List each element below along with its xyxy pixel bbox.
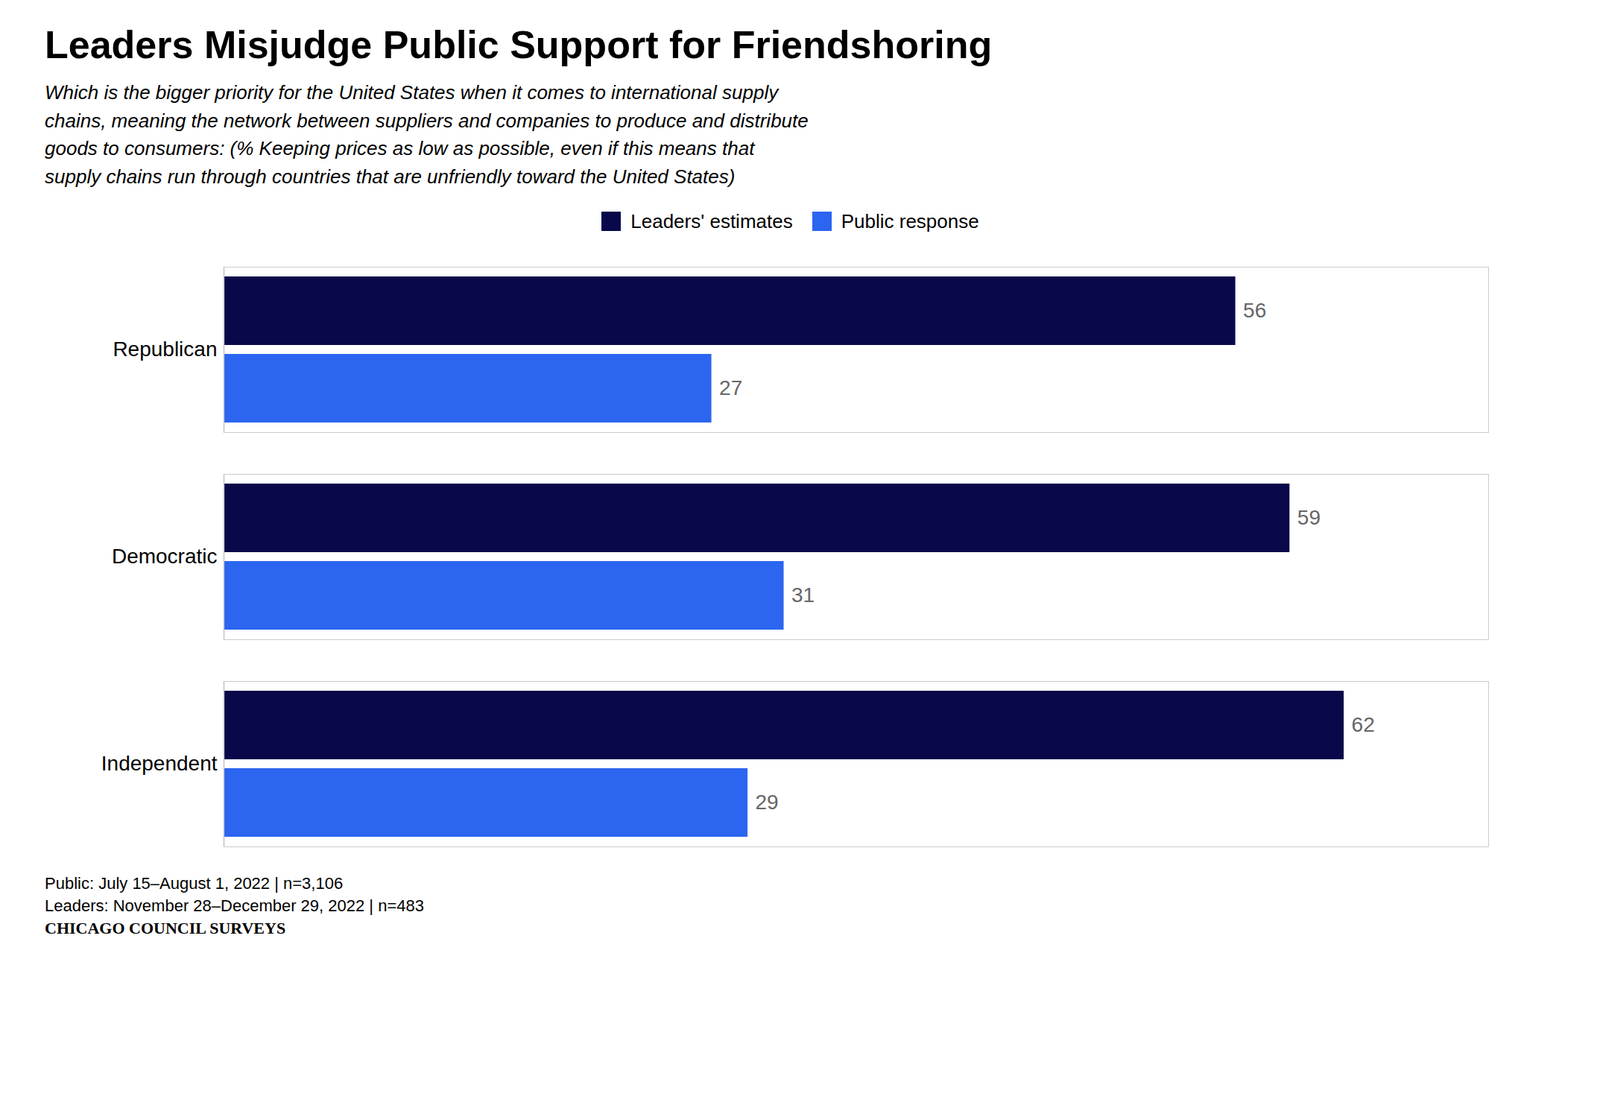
svg-text:27: 27 [719, 376, 743, 400]
svg-text:Democratic: Democratic [111, 544, 218, 568]
svg-text:29: 29 [755, 790, 779, 814]
svg-text:56: 56 [1243, 298, 1267, 322]
svg-text:31: 31 [791, 583, 815, 607]
html-text:Public: July 15–August 1, 2022: Public: July 15–August 1, 2022 | n=3,106 [44, 874, 343, 893]
html-text:CHICAGO COUNCIL SURVEYS: CHICAGO COUNCIL SURVEYS [44, 918, 286, 938]
html-text:Leaders' estimates: Leaders' estimates [630, 210, 793, 233]
html-text:Which is the bigger priority f: Which is the bigger priority for the Uni… [44, 81, 809, 188]
html-text:Public response: Public response [841, 210, 980, 233]
html-text:Leaders: November 28–December: Leaders: November 28–December 29, 2022 |… [44, 896, 425, 915]
svg-text:Independent: Independent [101, 751, 218, 776]
svg-text:62: 62 [1351, 713, 1375, 737]
svg-text:Republican: Republican [112, 337, 217, 361]
html-text:Leaders Misjudge Public Suppor: Leaders Misjudge Public Support for Frie… [44, 23, 993, 67]
svg-text:59: 59 [1297, 506, 1321, 530]
